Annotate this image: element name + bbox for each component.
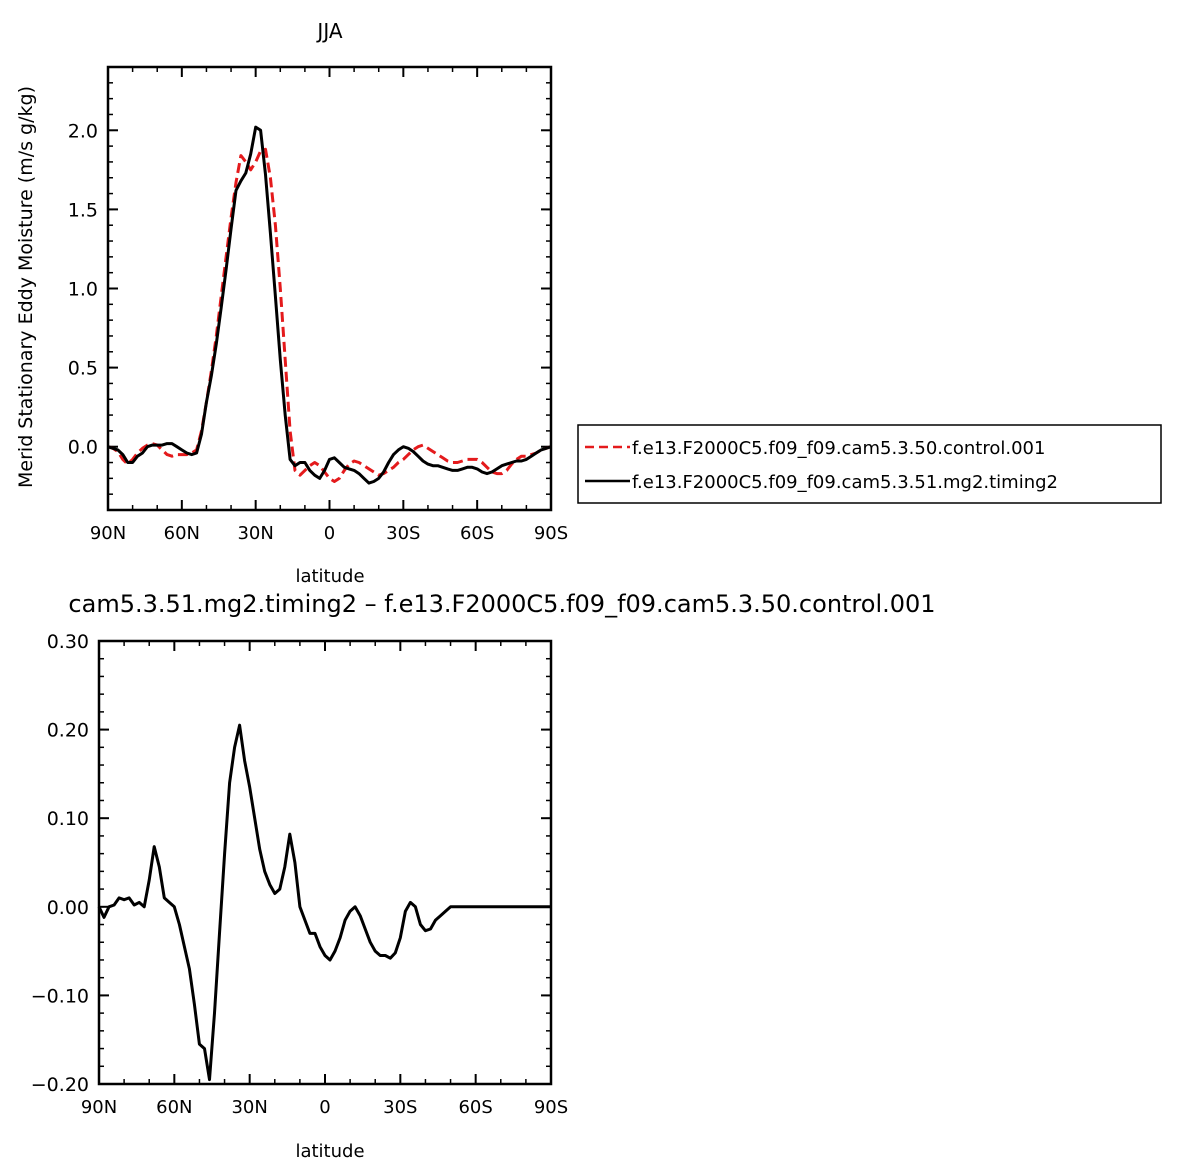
- bottom-chart-frame: [97, 639, 553, 1086]
- y-tick-label: −0.20: [31, 1074, 89, 1096]
- series-line-0: [107, 147, 552, 483]
- x-tick-label: 90N: [81, 1097, 117, 1118]
- y-tick-label: 0.10: [47, 808, 89, 830]
- legend-label-control: f.e13.F2000C5.f09_f09.cam5.3.50.control.…: [632, 438, 1045, 459]
- y-tick-label: 0.5: [68, 358, 98, 380]
- y-tick-label: 1.0: [68, 279, 98, 301]
- y-tick-label: 0.00: [47, 897, 89, 919]
- x-tick-label: 30N: [237, 523, 273, 544]
- top-chart-xlabel: latitude: [295, 566, 364, 587]
- y-tick-label: 0.30: [47, 631, 89, 653]
- bottom-chart-ticks: 90N 60N 30N 0 30S 60S 90S −0.20 −0.10 0.00 0.10 0.2…: [31, 631, 568, 1118]
- bottom-chart-xlabel: latitude: [295, 1141, 364, 1162]
- x-tick-label: 30S: [383, 1097, 417, 1118]
- y-tick-label: 0.0: [68, 437, 98, 459]
- top-chart-ylabel: Merid Stationary Eddy Moisture (m/s g/kg…: [15, 86, 37, 488]
- x-tick-label: 90N: [90, 523, 126, 544]
- x-tick-label: 60N: [156, 1097, 192, 1118]
- x-tick-label: 90S: [534, 1097, 568, 1118]
- top-chart-legend: f.e13.F2000C5.f09_f09.cam5.3.50.control.…: [577, 424, 1162, 504]
- x-tick-label: 30S: [386, 523, 420, 544]
- y-tick-label: −0.10: [31, 985, 89, 1007]
- y-tick-label: 1.5: [68, 199, 98, 221]
- x-tick-label: 90S: [534, 523, 568, 544]
- top-chart-title: JJA: [315, 19, 342, 43]
- x-tick-label: 60S: [458, 1097, 492, 1118]
- bottom-chart-title: cam5.3.51.mg2.timing2 – f.e13.F2000C5.f0…: [68, 590, 935, 618]
- y-tick-label: 2.0: [68, 120, 98, 142]
- top-chart-lines: [107, 125, 552, 485]
- legend-box: [577, 424, 1162, 504]
- bottom-chart-lines: [97, 723, 551, 1082]
- x-tick-label: 0: [324, 523, 335, 544]
- x-tick-label: 60S: [460, 523, 494, 544]
- x-tick-label: 0: [319, 1097, 330, 1118]
- legend-label-timing2: f.e13.F2000C5.f09_f09.cam5.3.51.mg2.timi…: [632, 472, 1058, 493]
- series-line-1: [107, 125, 552, 485]
- top-chart: JJA Merid Stationary Eddy Moisture (m/s …: [15, 19, 568, 587]
- series-line-0: [97, 723, 551, 1082]
- bottom-chart: cam5.3.51.mg2.timing2 – f.e13.F2000C5.f0…: [31, 590, 936, 1162]
- x-tick-label: 30N: [231, 1097, 267, 1118]
- y-tick-label: 0.20: [47, 720, 89, 742]
- top-chart-frame: [106, 65, 553, 512]
- x-tick-label: 60N: [164, 523, 200, 544]
